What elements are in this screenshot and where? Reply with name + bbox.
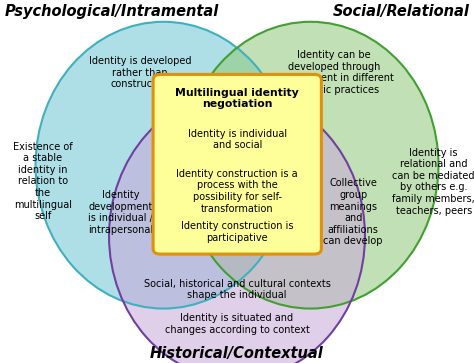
Text: Identity construction is a
process with the
possibility for self-
transformation: Identity construction is a process with …: [176, 169, 298, 213]
Text: Identity construction is
participative: Identity construction is participative: [181, 221, 293, 243]
Text: Psychological/Intramental: Psychological/Intramental: [5, 4, 219, 19]
Text: Social, historical and cultural contexts
shape the individual

Identity is situa: Social, historical and cultural contexts…: [144, 278, 330, 335]
Text: Existence of
a stable
identity in
relation to
the
multilingual
self: Existence of a stable identity in relati…: [13, 142, 73, 221]
Ellipse shape: [36, 22, 292, 309]
Text: Identity is developed
rather than
constructed: Identity is developed rather than constr…: [89, 56, 191, 89]
Ellipse shape: [182, 22, 438, 309]
Text: Collective
group
meanings
and
affiliations
can develop: Collective group meanings and affiliatio…: [323, 178, 383, 246]
Text: Social/Relational: Social/Relational: [332, 4, 469, 19]
Text: Multilingual identity
negotiation: Multilingual identity negotiation: [175, 88, 299, 110]
Text: Identity
development
is individual /
intrapersonal: Identity development is individual / int…: [88, 190, 154, 235]
Text: Identity is individual
and social: Identity is individual and social: [188, 129, 287, 151]
Text: Historical/Contextual: Historical/Contextual: [150, 346, 324, 361]
Text: Identity is
relational and
can be mediated
by others e.g.
family members,
teache: Identity is relational and can be mediat…: [392, 147, 474, 216]
Ellipse shape: [109, 93, 365, 363]
FancyBboxPatch shape: [153, 74, 321, 254]
Text: Identity can be
developed through
engagement in different
semiotic practices: Identity can be developed through engage…: [275, 50, 393, 95]
